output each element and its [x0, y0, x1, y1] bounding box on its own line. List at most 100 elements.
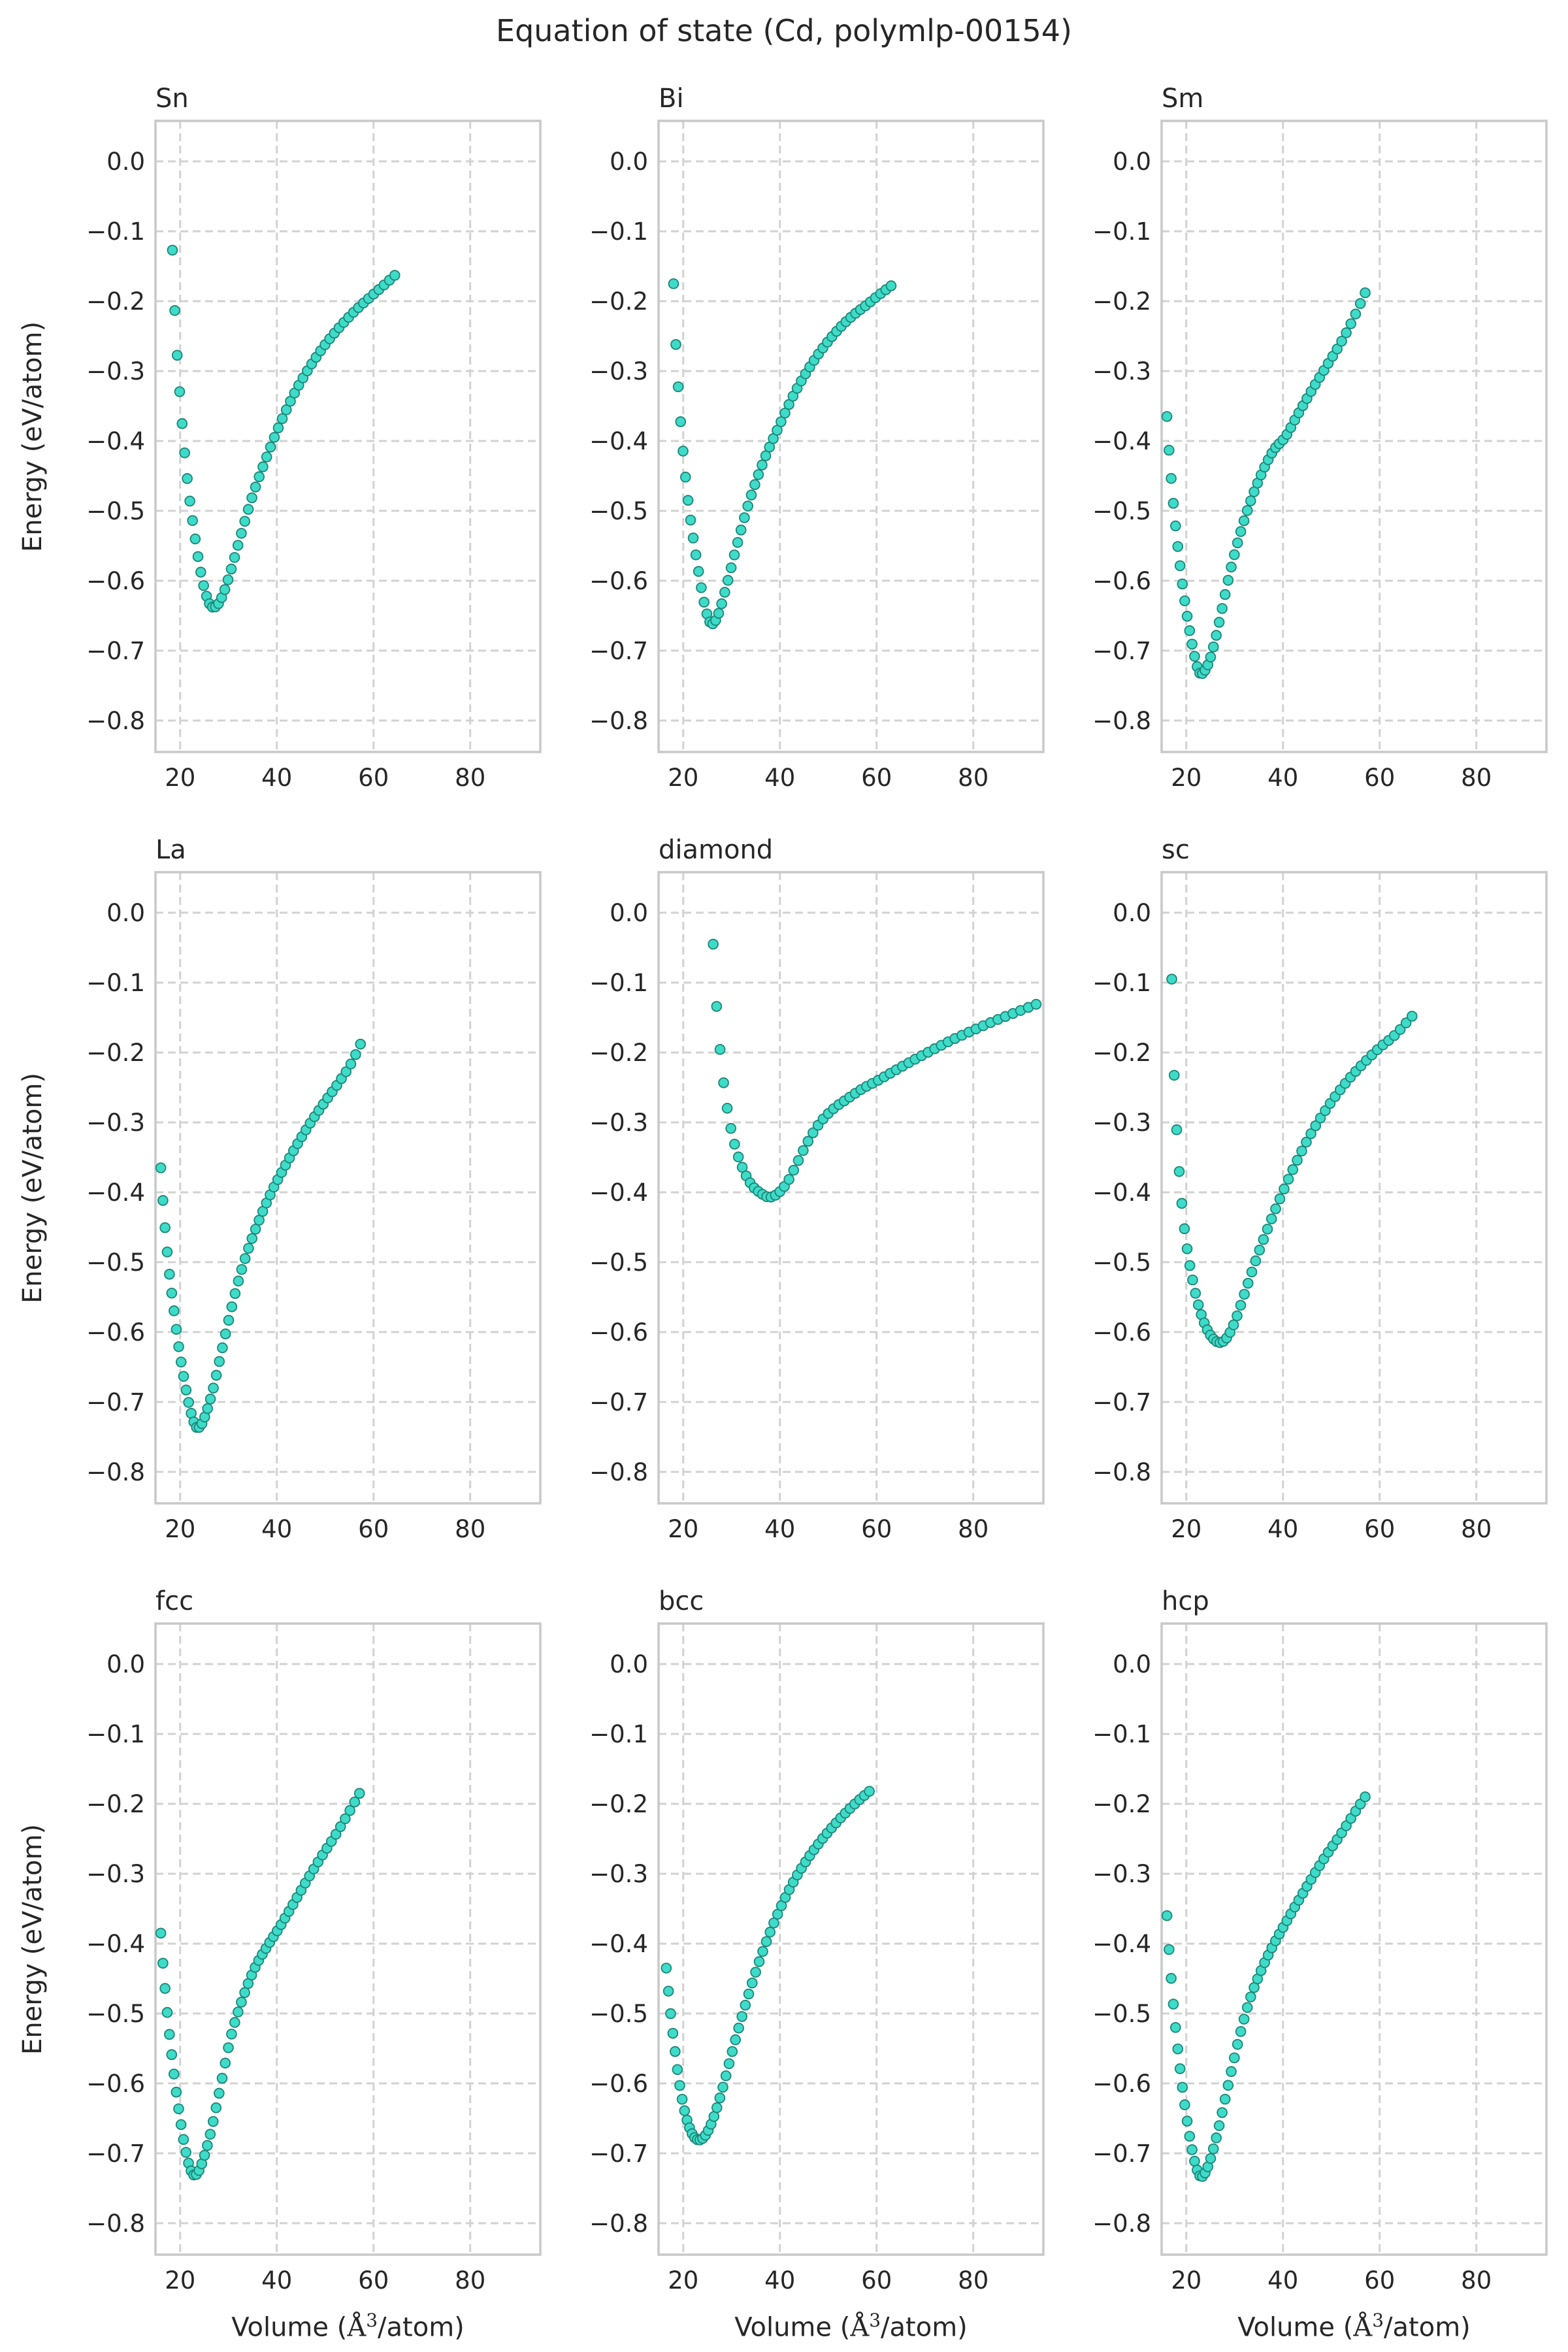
y-axis-label: Energy (eV/atom) — [18, 321, 48, 552]
data-point — [1238, 515, 1250, 527]
data-point — [1232, 2038, 1243, 2050]
y-tick-label: −0.8 — [1092, 2210, 1151, 2238]
data-point — [1241, 505, 1253, 516]
data-point — [161, 2006, 173, 2018]
data-point — [272, 422, 284, 434]
subplot-title: diamond — [659, 835, 774, 865]
data-point — [179, 447, 190, 459]
data-point — [166, 1287, 178, 1299]
data-point — [1305, 1128, 1316, 1139]
data-point — [1161, 1910, 1173, 1921]
y-tick-label: −0.2 — [86, 1039, 145, 1067]
data-point — [776, 416, 787, 427]
data-point — [768, 1918, 779, 1929]
data-point — [717, 2082, 728, 2093]
data-point — [783, 1173, 794, 1185]
data-point — [1184, 625, 1196, 636]
y-tick-label: −0.5 — [1092, 497, 1151, 525]
data-point — [685, 514, 696, 526]
y-tick-label: −0.2 — [589, 1039, 648, 1067]
data-point — [184, 495, 195, 507]
y-tick-label: −0.4 — [1092, 427, 1151, 455]
data-point — [183, 1397, 194, 1408]
data-point — [1239, 1288, 1250, 1300]
y-tick-label: −0.8 — [1092, 707, 1151, 735]
data-point — [176, 418, 188, 429]
data-point — [1360, 1791, 1371, 1803]
y-tick-label: −0.4 — [86, 1930, 145, 1958]
data-point — [1245, 495, 1256, 506]
y-tick-label: −0.5 — [1092, 2000, 1151, 2028]
data-point — [1192, 1299, 1204, 1311]
y-tick-label: −0.3 — [589, 357, 648, 385]
y-tick-label: −0.4 — [1092, 1930, 1151, 1958]
x-tick-label: 40 — [261, 1515, 292, 1543]
x-tick-label: 20 — [1171, 2266, 1201, 2295]
data-point — [798, 1145, 809, 1156]
data-point — [736, 1162, 748, 1173]
data-point — [708, 938, 719, 950]
data-point — [665, 2008, 676, 2019]
y-tick-label: −0.2 — [86, 287, 145, 316]
data-point — [729, 1138, 740, 1150]
y-tick-label: 0.0 — [1113, 148, 1151, 176]
data-point — [1266, 1213, 1277, 1224]
data-point — [220, 1328, 231, 1340]
y-tick-label: −0.7 — [86, 2140, 145, 2168]
x-tick-label: 60 — [1364, 1515, 1395, 1543]
x-tick-label: 80 — [1461, 1515, 1492, 1543]
data-point — [1174, 2063, 1186, 2074]
data-point — [723, 2058, 735, 2069]
data-point — [168, 2068, 180, 2080]
data-point — [187, 515, 198, 527]
data-point — [1282, 1173, 1294, 1185]
data-point — [1296, 1145, 1307, 1157]
data-point — [175, 1356, 187, 1368]
data-point — [159, 1983, 171, 1994]
y-tick-label: −0.6 — [589, 1318, 648, 1347]
data-point — [1394, 1024, 1406, 1036]
x-axis-label: Volume (Å3/atom) — [734, 2310, 968, 2343]
data-point — [1258, 1233, 1269, 1245]
data-point — [223, 2042, 234, 2053]
data-point — [1164, 444, 1175, 456]
data-point — [711, 1001, 723, 1012]
data-point — [223, 1315, 235, 1326]
y-tick-label: −0.3 — [589, 1860, 648, 1888]
subplot-title: Sm — [1162, 84, 1204, 114]
y-tick-label: −0.5 — [589, 1249, 648, 1277]
data-point — [1217, 2107, 1228, 2118]
data-point — [698, 596, 710, 608]
y-tick-label: −0.8 — [1092, 1458, 1151, 1486]
data-point — [175, 2119, 187, 2131]
data-point — [239, 1253, 251, 1264]
y-tick-label: −0.4 — [1092, 1179, 1151, 1207]
x-tick-label: 40 — [1267, 2266, 1298, 2295]
data-point — [1229, 549, 1240, 561]
data-point — [1181, 610, 1193, 622]
data-point — [779, 407, 791, 419]
axes-spine — [1160, 120, 1548, 753]
data-point — [679, 471, 691, 483]
data-point — [682, 495, 694, 506]
y-axis-label: Energy (eV/atom) — [18, 1823, 48, 2055]
x-axis-label: Volume (Å3/atom) — [231, 2310, 465, 2343]
data-point — [229, 1288, 241, 1299]
data-point — [217, 1342, 228, 1354]
data-point — [199, 2149, 210, 2161]
data-point — [229, 551, 240, 563]
data-point — [885, 280, 897, 291]
data-point — [220, 2057, 231, 2069]
data-point — [667, 2027, 679, 2039]
y-tick-label: −0.7 — [1092, 2140, 1151, 2168]
data-point — [662, 1985, 674, 1997]
data-point — [1246, 1266, 1258, 1278]
y-tick-label: −0.1 — [589, 218, 648, 246]
data-point — [742, 500, 753, 512]
data-point — [229, 2017, 240, 2028]
axes-spine — [1160, 871, 1548, 1505]
data-point — [1228, 1319, 1239, 1331]
y-axis-label: Energy (eV/atom) — [18, 1072, 48, 1303]
data-point — [204, 2129, 216, 2140]
